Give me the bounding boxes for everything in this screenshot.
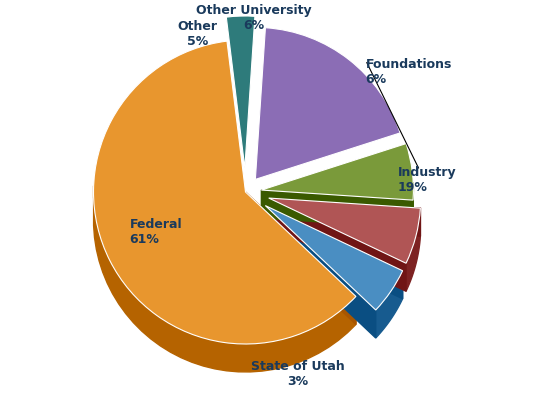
Text: Other University
6%: Other University 6% [196, 4, 311, 32]
Polygon shape [406, 208, 420, 291]
Wedge shape [226, 16, 255, 168]
Wedge shape [265, 206, 402, 310]
Text: Foundations
6%: Foundations 6% [366, 58, 452, 86]
Wedge shape [269, 198, 420, 263]
Polygon shape [376, 271, 402, 338]
Text: State of Utah
3%: State of Utah 3% [251, 360, 344, 388]
Polygon shape [265, 206, 402, 299]
Text: Federal
61%: Federal 61% [129, 218, 182, 246]
Text: Other
5%: Other 5% [178, 20, 218, 48]
Polygon shape [94, 186, 356, 372]
Polygon shape [245, 192, 356, 324]
Wedge shape [261, 144, 413, 200]
Polygon shape [269, 198, 420, 236]
Wedge shape [93, 41, 356, 344]
Wedge shape [255, 28, 400, 179]
Polygon shape [261, 190, 413, 228]
Polygon shape [265, 206, 376, 338]
Polygon shape [269, 198, 406, 291]
Text: Industry
19%: Industry 19% [397, 166, 456, 194]
